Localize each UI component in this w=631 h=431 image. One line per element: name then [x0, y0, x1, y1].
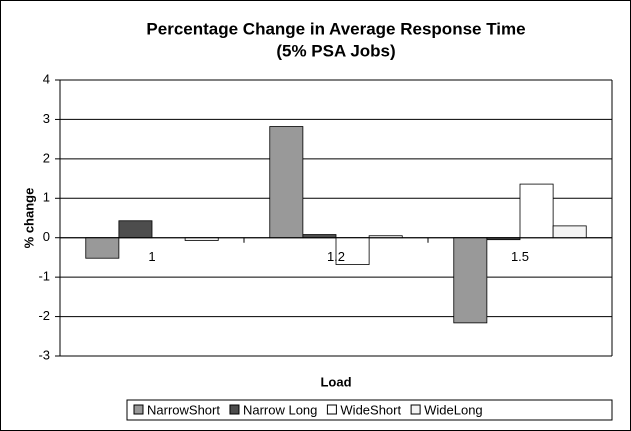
- chart-title: Percentage Change in Average Response Ti…: [146, 19, 525, 38]
- y-tick-label: 1: [43, 190, 50, 205]
- y-tick-label: -3: [38, 347, 50, 362]
- bar: [85, 237, 120, 259]
- bar: [269, 126, 304, 239]
- bar: [453, 237, 488, 324]
- y-tick-label: 3: [43, 111, 50, 126]
- legend-swatch: [133, 404, 144, 415]
- legend-swatch: [326, 404, 337, 415]
- legend-label: WideLong: [424, 402, 483, 417]
- x-axis-title: Load: [320, 374, 351, 389]
- legend-swatch: [229, 404, 240, 415]
- y-tick-label: 2: [43, 150, 50, 165]
- bar: [519, 183, 554, 239]
- y-axis-title: % change: [21, 188, 36, 249]
- legend-label: NarrowShort: [147, 402, 220, 417]
- y-tick-label: 0: [43, 229, 50, 244]
- y-tick-label: -1: [38, 269, 50, 284]
- y-tick-label: -2: [38, 308, 50, 323]
- legend-swatch: [410, 404, 421, 415]
- legend-label: Narrow Long: [243, 402, 317, 417]
- x-tick-label: 1.2: [327, 249, 345, 264]
- y-tick-label: 4: [43, 71, 50, 86]
- bar: [118, 220, 153, 239]
- bar: [335, 237, 370, 265]
- legend: [126, 399, 613, 421]
- chart-subtitle: (5% PSA Jobs): [276, 41, 395, 60]
- legend-label: WideShort: [340, 402, 401, 417]
- x-tick-label: 1.5: [511, 249, 529, 264]
- x-tick-label: 1: [148, 249, 155, 264]
- bar: [552, 225, 587, 239]
